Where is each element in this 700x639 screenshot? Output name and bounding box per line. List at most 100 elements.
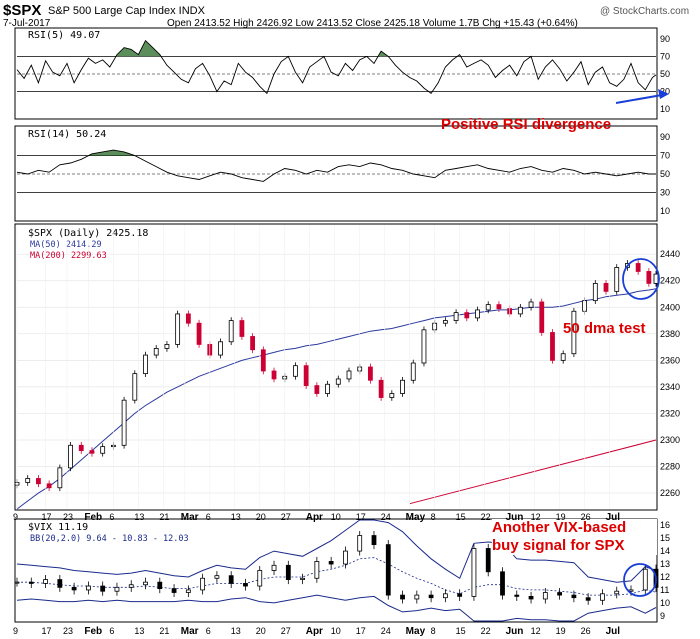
- ma200-legend: MA(200) 2299.63: [30, 251, 107, 261]
- price-xtick: 21: [159, 512, 169, 522]
- price-xtick: 22: [481, 512, 491, 522]
- candle-body: [68, 444, 73, 469]
- vix-candle: [43, 579, 48, 584]
- vix-xtick: 6: [206, 626, 211, 636]
- vix-candle: [128, 584, 134, 588]
- x-axis: 9 9 17 17 23 23 Feb Feb 6 6 13 13 21 21 Mar Mar 6 6 13 13 20…: [13, 225, 620, 637]
- rsi14-overbought-fill: [89, 150, 135, 156]
- candle-body: [250, 336, 256, 351]
- rsi5-ytick: 30: [660, 87, 670, 97]
- candle-body: [442, 320, 448, 324]
- vix-candle: [600, 593, 605, 601]
- candle-body: [260, 349, 266, 372]
- rsi14-panel: [14, 125, 658, 222]
- rsi14-ytick: 70: [660, 151, 670, 161]
- rsi5-ytick: 50: [660, 69, 670, 79]
- candle-body: [164, 344, 170, 349]
- price-ytick: 2360: [660, 355, 680, 365]
- price-xtick: Jun: [506, 512, 524, 523]
- vix-xtick: 20: [256, 626, 266, 636]
- vix-ytick: 16: [660, 520, 670, 530]
- candle-body: [378, 379, 384, 398]
- candle-body: [646, 271, 652, 284]
- candle-body: [143, 354, 148, 375]
- chart-date: 7-Jul-2017: [3, 18, 51, 29]
- vix-candle: [528, 595, 534, 600]
- price-xtick: 23: [63, 512, 73, 522]
- candle-body: [175, 313, 181, 345]
- vix-xtick: 13: [134, 626, 144, 636]
- vix-candle: [271, 564, 277, 571]
- vix-candle: [343, 550, 348, 565]
- price-panel: [14, 223, 658, 511]
- vix-xtick: 10: [331, 626, 341, 636]
- vix-candle: [57, 579, 63, 588]
- price-xtick: 6: [109, 512, 114, 522]
- candle-body: [560, 353, 566, 361]
- vix-xtick: 15: [456, 626, 466, 636]
- candle-body: [78, 444, 84, 452]
- vix-candle: [471, 548, 477, 597]
- vix-candle: [642, 568, 648, 591]
- price-ytick: 2260: [660, 488, 680, 498]
- vix-label: $VIX 11.19: [28, 522, 88, 533]
- candle-body: [635, 263, 641, 272]
- symbol-title: $SPX: [3, 2, 41, 19]
- candle-body: [464, 312, 470, 319]
- price-xtick: May: [406, 512, 426, 523]
- price-chart: 2440 2420 2400 2380 2360 2340 2320 2300 2280 2260: [14, 249, 680, 510]
- vix-candle: [200, 577, 206, 591]
- price-ytick: 2340: [660, 382, 680, 392]
- candle-body: [592, 282, 598, 302]
- candle-body: [410, 362, 416, 381]
- price-xtick: 26: [581, 512, 591, 522]
- price-xtick: 9: [13, 512, 18, 522]
- vix-candle: [114, 586, 120, 592]
- vix-xtick: 8: [431, 626, 436, 636]
- rsi5-label: RSI(5) 49.07: [28, 30, 100, 41]
- candle-body: [496, 304, 502, 310]
- ma50-line: [16, 288, 657, 510]
- candle-body: [303, 365, 309, 386]
- price-xtick: 10: [331, 512, 341, 522]
- rsi5-oversold-fill: [265, 91, 268, 93]
- price-xtick: Mar: [181, 512, 199, 523]
- vix-ytick: 14: [660, 546, 670, 556]
- vix-candle: [14, 581, 20, 584]
- price-ytick: 2420: [660, 276, 680, 286]
- candle-body: [46, 483, 52, 489]
- candle-body: [614, 267, 620, 292]
- vix-candle: [71, 586, 77, 591]
- vix-candle: [28, 581, 34, 584]
- vix-xtick: 23: [63, 626, 73, 636]
- candle-body: [239, 320, 245, 337]
- vix-xtick: 13: [231, 626, 241, 636]
- price-xtick: 17: [42, 512, 52, 522]
- vix-ytick: 10: [660, 598, 670, 608]
- vix-candle: [542, 592, 548, 600]
- rsi14-ytick: 10: [660, 206, 670, 216]
- candle-body: [528, 301, 534, 308]
- price-ytick: 2400: [660, 302, 680, 312]
- candle-body: [228, 320, 234, 343]
- vix-ytick: 13: [660, 559, 670, 569]
- price-ytick: 2440: [660, 249, 680, 259]
- vix-candle: [514, 594, 520, 597]
- vix-xtick: 9: [13, 626, 18, 636]
- rsi-divergence-annotation: Positive RSI divergence: [441, 116, 611, 133]
- vix-xtick: 12: [531, 626, 541, 636]
- candle-body: [132, 373, 138, 401]
- bb-upper-line: [16, 519, 657, 583]
- price-ytick: 2380: [660, 329, 680, 339]
- vix-candle: [171, 588, 177, 593]
- price-ytick: 2300: [660, 435, 680, 445]
- vix-signal-circle: [623, 563, 657, 597]
- price-ytick: 2280: [660, 462, 680, 472]
- vix-candle: [243, 583, 248, 587]
- rsi14-line: [16, 149, 656, 182]
- price-xtick: 24: [381, 512, 391, 522]
- price-xtick: 19: [556, 512, 566, 522]
- rsi14-ytick: 90: [660, 132, 670, 142]
- candle-body: [421, 329, 427, 364]
- vix-xtick: 26: [581, 626, 591, 636]
